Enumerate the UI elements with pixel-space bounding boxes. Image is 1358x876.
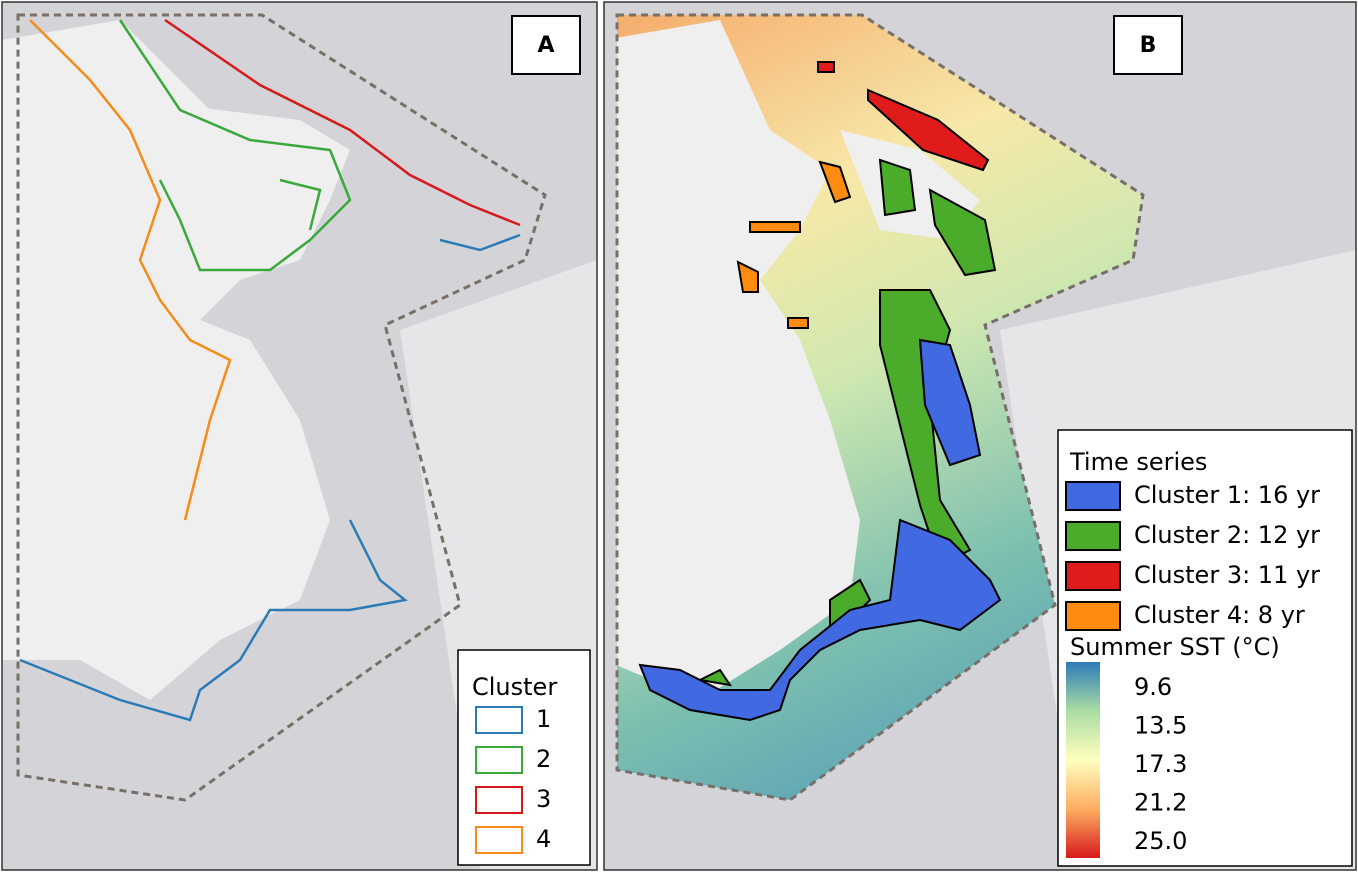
colorbar [1066,662,1100,858]
colorbar-title: Summer SST (°C) [1070,633,1280,661]
legend-swatch [475,786,523,814]
study-area [16,13,547,802]
legend-title: Time series [1069,448,1207,476]
colorbar-label: 25.0 [1134,827,1187,855]
cluster-4 [29,19,232,521]
legend [457,649,591,866]
legend-swatch [1065,601,1121,631]
cluster-3 [164,18,521,227]
legend-swatch [475,826,523,854]
panel-label-box [511,15,581,75]
legend-label: Cluster 2: 12 yr [1134,521,1320,549]
cluster-2 [118,19,352,272]
land [617,20,860,700]
legend-label: Cluster 4: 8 yr [1134,601,1305,629]
cluster-1 [19,519,408,722]
legend-swatch [1065,481,1121,511]
cluster-2 [279,178,322,231]
panel-label-box [1113,15,1183,75]
legend-items: 1 2 3 4 [475,705,551,854]
legend-swatch [475,746,523,774]
cluster-4 [736,160,852,329]
panel-label: A [537,33,554,58]
colorbar-label: 9.6 [1134,673,1172,701]
legend-items: Cluster 1: 16 yr Cluster 2: 12 yr Cluster … [1065,481,1320,631]
cluster-2 [696,158,997,687]
study-area [615,13,1145,802]
colorbar-label: 17.3 [1134,750,1187,778]
legend-label: Cluster 1: 16 yr [1134,481,1320,509]
cluster-3 [817,61,990,172]
panel-label: B [1140,33,1157,58]
colorbar-labels: 9.6 13.5 17.3 21.2 25.0 [1134,673,1187,855]
legend-swatch [1065,521,1121,551]
legend-swatch [475,706,523,734]
cluster-outlines [19,18,521,722]
colorbar-label: 13.5 [1134,712,1187,740]
legend-label: 3 [536,785,551,813]
cluster-1 [439,233,521,252]
legend-label: Cluster 3: 11 yr [1134,561,1320,589]
cluster-1 [638,338,1002,722]
panel-frame [603,1,1357,871]
legend-label: 4 [536,825,551,853]
legend-swatch [1065,561,1121,591]
land [140,100,350,230]
colorbar-label: 21.2 [1134,789,1187,817]
map-a [2,2,597,870]
legend-label: 1 [536,705,551,733]
panel-frame [1,1,598,871]
legend-label: 2 [536,745,551,773]
cluster-cells [638,61,1002,722]
legend-title: Cluster [472,673,557,701]
